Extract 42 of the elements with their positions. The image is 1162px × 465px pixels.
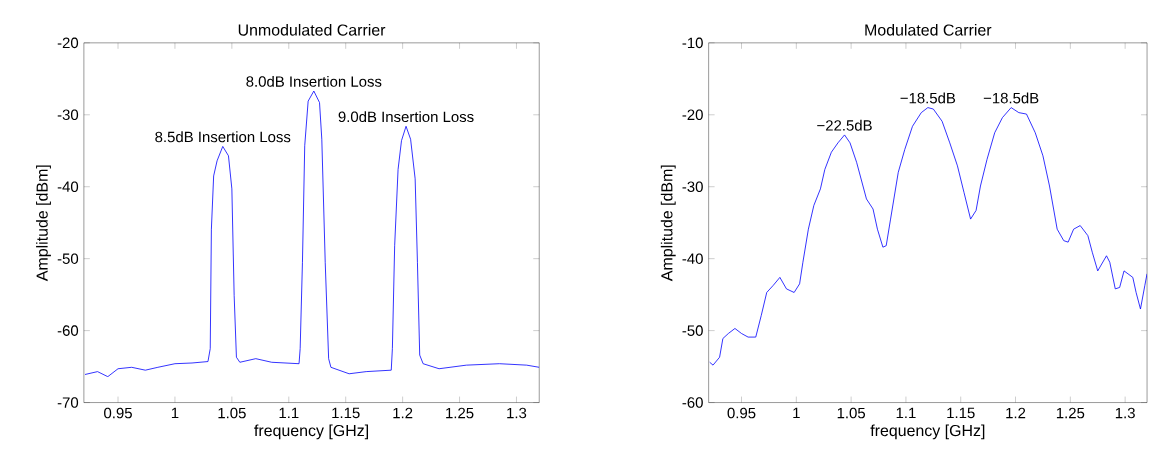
annotation: −22.5dB (817, 119, 872, 131)
x-axis-title: frequency [GHz] (254, 424, 368, 440)
x-tick-label: 1.15 (947, 407, 975, 418)
y-tick-label: -20 (57, 37, 79, 48)
y-tick-label: -50 (682, 325, 703, 336)
x-tick-label: 1.2 (393, 407, 413, 419)
y-tick-label: -60 (682, 397, 703, 408)
y-tick-label: -20 (682, 109, 703, 120)
x-tick-label: 1.3 (1115, 407, 1135, 419)
annotation: −18.5dB (900, 92, 956, 104)
annotation: 8.5dB Insertion Loss (155, 131, 291, 143)
y-tick-label: -50 (57, 253, 79, 264)
line-series (84, 90, 540, 377)
x-axis-title: frequency [GHz] (870, 424, 985, 440)
y-tick-label: -10 (682, 37, 703, 48)
x-tick-label: 1.1 (896, 407, 916, 418)
annotation: 9.0dB Insertion Loss (338, 110, 474, 122)
annotation: 8.0dB Insertion Loss (246, 75, 382, 87)
x-tick-label: 1.25 (446, 407, 474, 419)
y-axis-title: Amplitude [dBm] (36, 165, 51, 281)
y-tick-label: -40 (57, 181, 79, 192)
x-tick-label: 1.3 (507, 407, 527, 419)
x-tick-label: 1.05 (218, 407, 246, 419)
y-tick-label: -30 (57, 109, 79, 120)
x-tick-label: 1.05 (837, 407, 866, 419)
x-tick-label: 1.1 (279, 407, 299, 418)
x-tick-label: 1.25 (1056, 407, 1085, 419)
x-tick-label: 1.15 (332, 407, 360, 418)
x-tick-label: 1 (793, 407, 800, 418)
x-tick-label: 0.95 (727, 407, 756, 419)
x-tick-label: 1.2 (1006, 407, 1026, 419)
chart-title: Unmodulated Carrier (238, 23, 386, 36)
y-tick-label: -70 (57, 397, 79, 408)
x-tick-label: 0.95 (104, 407, 132, 419)
line-series (709, 107, 1148, 366)
y-tick-label: -40 (682, 253, 703, 264)
annotation: −18.5dB (983, 92, 1039, 104)
chart-title: Modulated Carrier (865, 23, 992, 36)
y-tick-label: -60 (57, 325, 79, 336)
y-axis-title: Amplitude [dBm] (660, 165, 676, 281)
x-tick-label: 1 (171, 407, 179, 418)
y-tick-label: -30 (682, 181, 703, 192)
